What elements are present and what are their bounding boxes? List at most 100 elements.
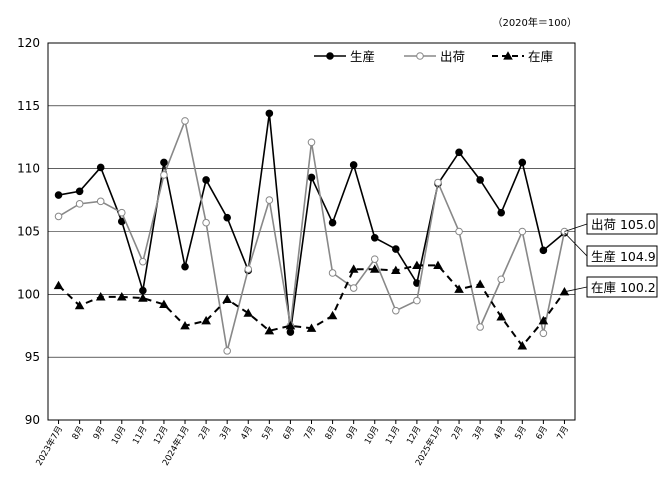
data-point [160,158,168,167]
data-point [433,260,443,270]
x-tick-label: 2023年7月 [34,424,66,468]
data-point [181,262,189,271]
y-axis-labels: 90 95 100 105 110 115 120 [17,36,40,427]
x-tick-label: 6月 [281,425,297,442]
data-point [139,286,147,295]
unit-note: （2020年＝100） [492,18,577,29]
y-tick-label: 95 [25,350,40,364]
x-tick-label: 3月 [471,425,487,442]
x-tick-label: 11月 [131,425,149,447]
series-在庫 [53,260,570,350]
data-point [370,255,379,263]
data-point [455,148,463,157]
data-point [503,51,513,60]
data-point [285,320,296,330]
data-point [243,308,254,317]
data-point [348,264,359,273]
data-point [201,315,211,325]
end-label-box [586,213,658,235]
data-point [497,275,506,284]
x-tick-label: 4月 [492,424,508,441]
data-point [223,213,231,222]
x-tick-label: 4月 [239,425,255,442]
data-point [180,320,190,330]
data-point [455,227,463,236]
series-出荷 [54,117,569,355]
y-tick-label: 90 [25,413,40,427]
end-label-text: 生産 104.9 [591,249,656,264]
data-point [412,260,422,270]
data-point [139,257,147,266]
legend-label: 出荷 [440,49,465,64]
end-label: 出荷 105.0 [564,213,658,235]
end-label: 在庫 100.2 [564,276,658,298]
legend-item: 在庫 [492,49,553,64]
data-point [222,294,232,303]
data-point [518,227,527,236]
end-label-text: 出荷 105.0 [591,217,656,232]
leader-line [564,232,588,257]
data-point [496,312,507,321]
x-tick-label: 2月 [450,425,466,442]
end-labels: 出荷 105.0 生産 104.9 在庫 100.2 [564,213,658,298]
grid-lines [47,42,576,424]
x-tick-label: 10月 [363,425,381,447]
end-label: 生産 104.9 [564,232,658,267]
data-point [138,293,148,302]
data-point [159,299,169,308]
y-tick-label: 105 [17,225,40,239]
x-tick-label: 12月 [152,425,170,447]
x-tick-label: 8月 [324,425,340,442]
legend-item: 生産 [314,49,375,64]
data-point [286,328,295,336]
series-line [57,264,566,348]
data-point [328,218,337,227]
data-point [392,306,400,315]
legend-label: 在庫 [528,49,553,64]
data-point [475,279,485,288]
data-point [392,245,400,253]
data-point [328,269,337,277]
data-point [202,218,210,227]
data-point [74,300,85,310]
data-point [349,161,358,169]
data-point [370,233,379,242]
data-point [75,187,84,196]
x-tick-label: 7月 [302,425,318,442]
data-point [416,52,424,60]
data-point [497,208,506,217]
data-point [244,265,253,274]
end-label-text: 在庫 100.2 [591,280,656,295]
x-tick-label: 11月 [384,425,402,447]
data-point [75,200,84,208]
data-point [306,323,317,332]
legend-item: 出荷 [404,49,465,64]
x-tick-label: 3月 [218,425,234,442]
data-point [327,310,338,320]
legend-label: 生産 [350,49,375,64]
data-point [95,292,106,301]
data-point [518,158,527,167]
x-tick-label: 5月 [260,425,276,442]
data-point [117,208,126,217]
data-point [202,176,210,184]
data-point [517,341,528,350]
data-point [54,212,63,221]
x-tick-label: 9月 [345,425,361,442]
data-point [265,109,274,118]
x-tick-label: 2月 [197,425,213,442]
data-point [96,197,105,206]
end-label-box [586,276,658,298]
series-生産 [54,109,569,336]
data-point [116,292,127,301]
data-point [391,265,401,275]
end-label-box [586,245,658,267]
x-tick-label: 6月 [534,425,550,442]
x-tick-label: 10月 [110,425,128,447]
data-point [181,117,189,125]
data-point [96,163,105,172]
data-point [265,196,274,204]
series-group [53,109,570,355]
data-point [454,284,464,293]
